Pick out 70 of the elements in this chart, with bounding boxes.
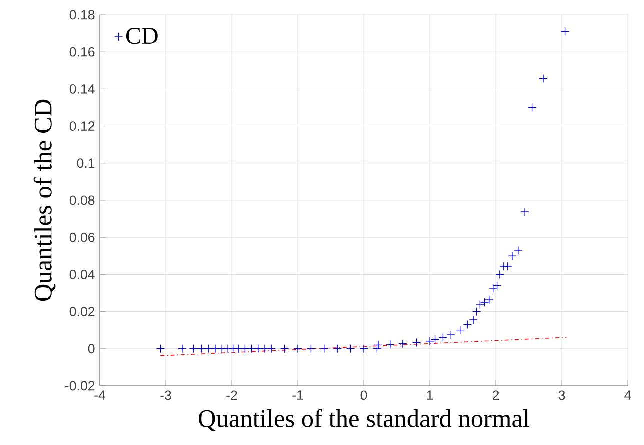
y-tick-label: 0.12 [70, 122, 95, 132]
point [386, 340, 395, 350]
point [372, 344, 382, 354]
point [412, 338, 422, 348]
point [560, 27, 570, 36]
y-tick-label: 0.16 [70, 47, 95, 57]
point [374, 340, 383, 350]
point [456, 326, 465, 335]
point [520, 208, 530, 216]
point [211, 344, 220, 354]
point [485, 296, 494, 304]
point [260, 344, 270, 354]
x-tick-label: -2 [226, 390, 238, 400]
point [504, 262, 512, 271]
x-tick-label: -1 [292, 390, 304, 400]
point [496, 270, 504, 280]
y-tick-label: 0.06 [70, 232, 95, 242]
legend-label: CD [126, 28, 158, 44]
point [426, 337, 434, 346]
point [463, 320, 472, 330]
x-tick-label: -4 [94, 390, 106, 400]
x-tick-label: 2 [492, 390, 500, 400]
point [446, 330, 456, 340]
point [398, 340, 408, 348]
point [156, 344, 166, 354]
x-axis-title: Quantiles of the standard normal [199, 409, 530, 432]
point [178, 344, 187, 354]
x-tick-label: -3 [160, 390, 172, 400]
point [438, 333, 448, 342]
point [480, 298, 490, 307]
point [224, 344, 232, 354]
point [218, 344, 226, 354]
y-tick-label: 0.02 [70, 307, 95, 316]
point [514, 246, 523, 255]
point [489, 284, 498, 293]
point [189, 344, 198, 354]
point [306, 344, 316, 354]
point [254, 344, 263, 354]
point [204, 344, 214, 354]
y-tick-label: 0 [88, 344, 95, 354]
y-tick-label: 0.08 [70, 196, 95, 206]
point [508, 252, 517, 260]
point [472, 307, 482, 316]
point [267, 344, 276, 354]
point [476, 300, 484, 310]
y-tick-label: 0.1 [77, 158, 95, 168]
point [469, 316, 478, 324]
point [539, 74, 548, 84]
point [294, 344, 302, 354]
x-tick-label: 0 [360, 390, 368, 400]
x-tick-label: 3 [558, 390, 566, 400]
point [360, 344, 368, 354]
y-axis-title: Quantiles of the CD [34, 100, 56, 302]
x-tick-label: 1 [427, 390, 434, 400]
point [320, 344, 329, 354]
y-tick-label: 0.04 [70, 270, 95, 280]
point [430, 335, 440, 344]
point [240, 344, 250, 354]
point [333, 344, 342, 354]
point [492, 281, 502, 290]
x-tick-label: 4 [624, 390, 632, 400]
point [528, 103, 537, 112]
point [280, 344, 290, 354]
point [197, 344, 206, 354]
y-tick-label: -0.02 [65, 381, 95, 391]
y-tick-label: 0.18 [70, 10, 95, 20]
y-tick-label: 0.14 [70, 84, 95, 94]
point [247, 344, 256, 354]
point [346, 344, 356, 354]
point [234, 344, 243, 354]
